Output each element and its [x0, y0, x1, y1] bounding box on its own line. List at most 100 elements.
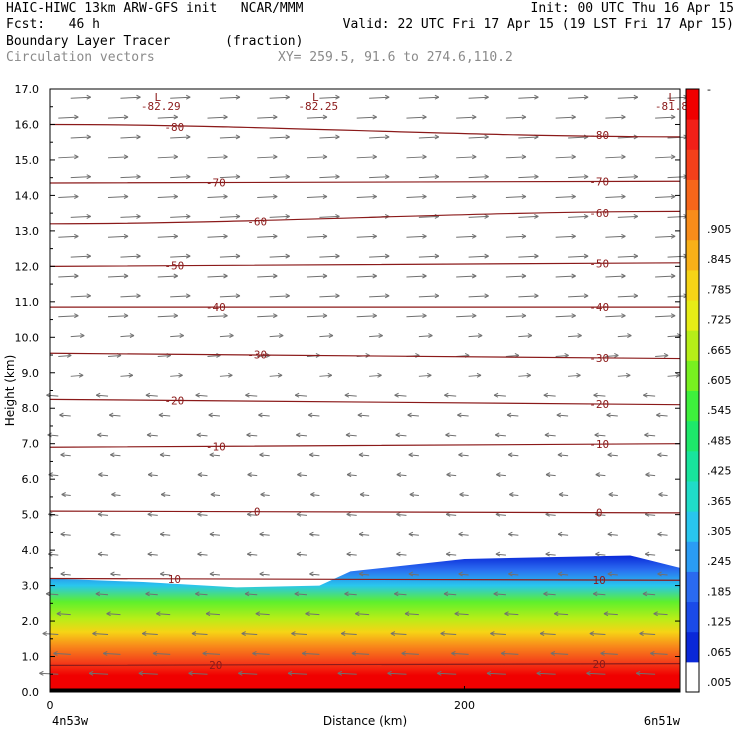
circulation-vector-head	[409, 492, 415, 497]
circulation-vector	[46, 593, 59, 596]
circulation-vector	[496, 474, 506, 477]
y-tick-label: 11.0	[15, 296, 40, 309]
circulation-vector	[259, 454, 270, 457]
circulation-vector-head	[247, 511, 252, 517]
circulation-vector	[555, 315, 576, 318]
circulation-vector-head	[508, 531, 513, 537]
colorbar-swatch	[686, 179, 699, 211]
circulation-vector	[319, 176, 340, 179]
circulation-vector-head	[621, 154, 626, 160]
circulation-vector	[209, 454, 220, 457]
circulation-vector	[219, 335, 234, 338]
circulation-vector	[642, 593, 656, 596]
circulation-vector-head	[384, 94, 390, 100]
circulation-vector	[195, 394, 208, 397]
circulation-vector	[505, 196, 526, 199]
circulation-vector	[504, 613, 519, 616]
circulation-vector	[138, 672, 158, 675]
circulation-vector-head	[387, 670, 392, 676]
circulation-vector	[608, 493, 618, 496]
circulation-vector-head	[545, 551, 550, 557]
circulation-vector-head	[296, 551, 302, 557]
circulation-vector	[207, 156, 228, 159]
circulation-vector	[219, 255, 240, 258]
circulation-vector-head	[614, 353, 619, 358]
circulation-vector-head	[571, 154, 576, 160]
circulation-vector	[219, 96, 240, 99]
colorbar-swatch	[686, 330, 699, 361]
circulation-vector-head	[404, 611, 410, 617]
circulation-vector	[195, 593, 208, 596]
circulation-vector	[645, 474, 656, 477]
circulation-vector-head	[285, 213, 290, 219]
circulation-vector-head	[434, 94, 440, 100]
circulation-vector	[468, 215, 489, 218]
circulation-vector	[505, 315, 526, 318]
circulation-vector	[269, 136, 290, 139]
circulation-vector-head	[454, 611, 459, 617]
y-tick-label: 12.0	[15, 260, 40, 273]
circulation-vector	[360, 493, 370, 496]
circulation-vector-head	[434, 174, 440, 180]
circulation-vector-head	[335, 293, 340, 299]
circulation-vector-head	[185, 134, 191, 140]
circulation-vector	[518, 374, 531, 377]
circulation-vector-head	[136, 213, 141, 219]
circulation-vector	[401, 652, 419, 655]
circulation-vector	[120, 295, 141, 298]
circulation-vector-head	[372, 233, 377, 239]
minimum-value: -82.29	[141, 100, 181, 113]
circulation-vector	[337, 672, 357, 675]
circulation-vector	[444, 394, 457, 397]
circulation-vector	[356, 235, 377, 238]
circulation-vector	[152, 652, 171, 655]
circulation-vector	[269, 335, 284, 338]
contour-label-right: -30	[589, 352, 609, 365]
circulation-vector-head	[74, 313, 79, 319]
circulation-vector-head	[534, 94, 539, 100]
circulation-vector	[555, 275, 576, 278]
circulation-vector-head	[241, 631, 246, 636]
circulation-vector	[269, 176, 290, 179]
circulation-vector-head	[395, 432, 400, 438]
circulation-vector-head	[607, 452, 612, 458]
circulation-vector	[247, 513, 258, 516]
circulation-vector-head	[427, 372, 432, 378]
circulation-vector	[207, 235, 228, 238]
circulation-vector-head	[185, 293, 191, 299]
circulation-vector-head	[656, 412, 661, 418]
circulation-vector	[347, 474, 357, 477]
circulation-vector-head	[74, 273, 79, 279]
circulation-vector	[454, 613, 469, 616]
colorbar-label: .005	[707, 676, 732, 689]
circulation-vector-head	[159, 452, 165, 458]
circulation-vector-head	[653, 611, 658, 617]
circulation-vector-head	[197, 472, 203, 478]
circulation-vector-head	[359, 492, 365, 497]
circulation-vector	[657, 533, 668, 536]
circulation-vector-head	[223, 313, 228, 319]
circulation-vector	[157, 116, 178, 119]
circulation-vector	[468, 255, 489, 258]
circulation-vector-head	[277, 372, 283, 378]
circulation-vector-head	[285, 94, 290, 100]
colorbar-label: .185	[707, 585, 732, 598]
circulation-vector	[269, 215, 290, 218]
circulation-vector-head	[285, 253, 290, 259]
circulation-vector-head	[589, 631, 595, 636]
circulation-vector	[147, 513, 158, 516]
circulation-vector-head	[458, 452, 463, 458]
circulation-vector	[207, 196, 228, 199]
circulation-vector-head	[322, 233, 328, 239]
circulation-vector	[70, 295, 91, 298]
colorbar-label: .425	[707, 465, 732, 478]
y-tick-label: 8.0	[22, 402, 40, 415]
circulation-vector	[110, 454, 121, 457]
circulation-vector-head	[246, 432, 251, 438]
circulation-vector	[418, 295, 439, 298]
circulation-vector-head	[557, 571, 563, 577]
circulation-vector-head	[346, 472, 352, 478]
circulation-vector-head	[606, 412, 611, 418]
circulation-vector-head	[92, 631, 97, 636]
